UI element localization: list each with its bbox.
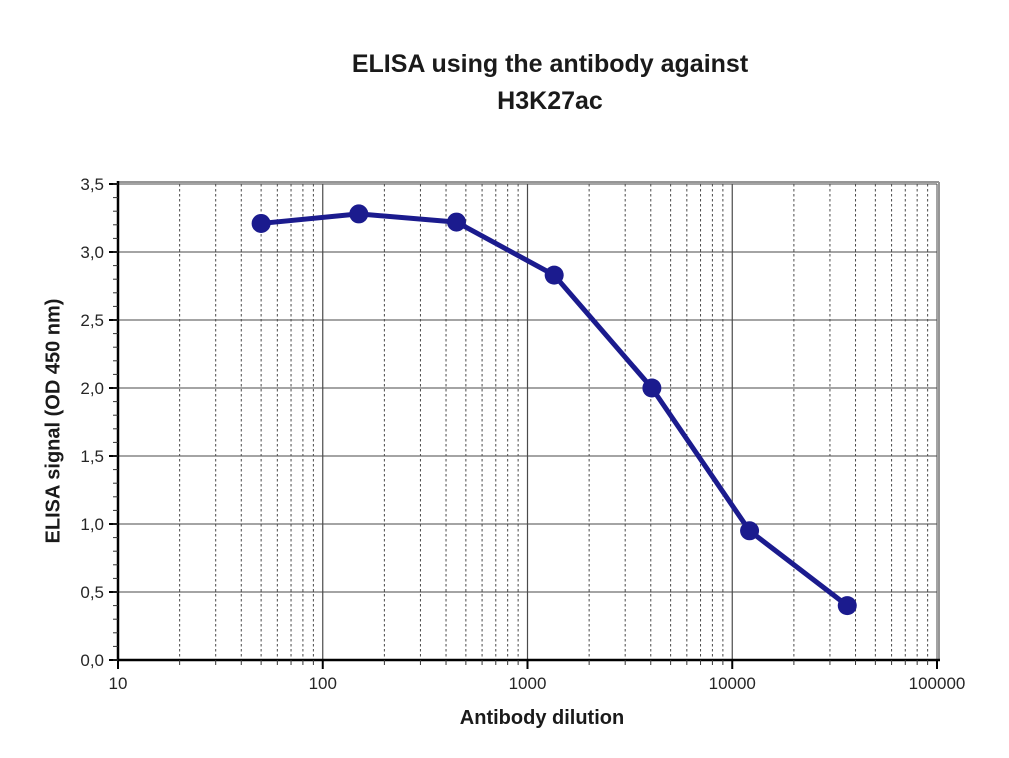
x-tick-label: 1000: [509, 674, 547, 693]
data-point-marker: [251, 213, 271, 233]
x-tick-label: 10000: [709, 674, 756, 693]
x-tick-label: 100: [309, 674, 337, 693]
y-tick-label: 3,0: [80, 243, 104, 262]
y-axis-title: ELISA signal (OD 450 nm): [42, 298, 65, 544]
y-tick-label: 1,5: [80, 447, 104, 466]
y-tick-label: 1,0: [80, 515, 104, 534]
y-tick-label: 0,5: [80, 583, 104, 602]
y-tick-label: 2,0: [80, 379, 104, 398]
data-point-marker: [642, 378, 662, 398]
data-point-marker: [446, 212, 466, 232]
x-axis-title: Antibody dilution: [459, 707, 625, 729]
y-tick-label: 3,5: [80, 175, 104, 194]
chart-title-line-1: ELISA using the antibody against: [351, 50, 749, 78]
chart-title: ELISA using the antibody against H3K27ac: [352, 46, 748, 120]
x-tick-label: 100000: [909, 674, 966, 693]
data-point-marker: [837, 596, 857, 616]
chart-title-line-2: H3K27ac: [497, 87, 603, 115]
data-point-marker: [544, 265, 564, 285]
y-tick-label: 2,5: [80, 311, 104, 330]
y-tick-label: 0,0: [80, 651, 104, 670]
x-tick-label: 10: [109, 674, 128, 693]
data-point-marker: [349, 204, 369, 224]
data-point-marker: [740, 521, 760, 541]
